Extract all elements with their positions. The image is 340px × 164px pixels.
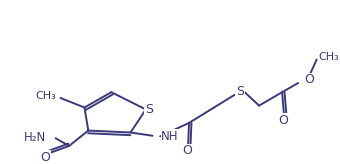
Text: CH₃: CH₃ xyxy=(319,52,339,62)
Text: S: S xyxy=(236,85,244,98)
Text: O: O xyxy=(304,73,314,86)
Text: O: O xyxy=(40,151,50,164)
Text: NH: NH xyxy=(161,130,179,143)
Text: O: O xyxy=(182,144,192,157)
Text: CH₃: CH₃ xyxy=(36,91,57,101)
Text: O: O xyxy=(278,113,288,126)
Text: S: S xyxy=(145,103,153,116)
Text: H₂N: H₂N xyxy=(24,131,46,144)
